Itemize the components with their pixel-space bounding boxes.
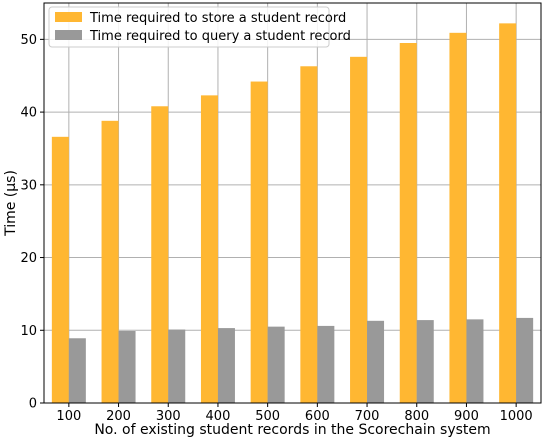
x-tick-label: 1000 xyxy=(500,409,533,424)
query-time-bar xyxy=(217,328,235,403)
query-time-bar xyxy=(317,325,335,403)
x-tick-label: 500 xyxy=(255,409,280,424)
store-time-bar xyxy=(101,120,119,404)
x-axis-label: No. of existing student records in the S… xyxy=(94,422,490,438)
plot-frame xyxy=(43,2,542,404)
query-time-bar xyxy=(118,331,136,403)
query-time-bar xyxy=(367,320,385,403)
legend-entry: Time required to store a student record xyxy=(89,11,346,26)
x-tick-label: 200 xyxy=(106,409,131,424)
x-tick-label: 800 xyxy=(404,409,429,424)
store-time-bar xyxy=(300,66,318,403)
store-time-bar xyxy=(499,23,517,403)
y-tick-label: 50 xyxy=(20,33,37,48)
legend-swatch xyxy=(55,12,82,22)
legend-swatch xyxy=(55,30,82,40)
store-time-bar xyxy=(250,81,268,403)
query-time-bar xyxy=(68,338,86,403)
store-time-bar xyxy=(350,56,368,404)
x-tick-label: 400 xyxy=(206,409,231,424)
y-tick-label: 30 xyxy=(20,178,37,193)
query-time-bar xyxy=(516,317,534,403)
y-tick-label: 20 xyxy=(20,251,37,266)
legend: Time required to store a student record T… xyxy=(48,6,351,48)
x-tick-label: 700 xyxy=(355,409,380,424)
store-time-bar xyxy=(449,32,467,404)
store-time-bar xyxy=(200,95,218,403)
y-tick-label: 10 xyxy=(20,324,37,339)
y-tick-label: 40 xyxy=(20,106,37,121)
legend-box xyxy=(48,6,330,48)
store-time-bar xyxy=(51,136,69,403)
query-time-bar xyxy=(168,329,186,403)
y-tick-label: 0 xyxy=(29,397,37,412)
y-axis-label: Time (µs) xyxy=(3,170,19,237)
y-axis-ticks: 0 10 20 30 40 50 xyxy=(20,33,44,412)
query-time-bar xyxy=(267,326,285,403)
x-tick-label: 900 xyxy=(454,409,479,424)
bars xyxy=(51,23,534,404)
x-tick-label: 600 xyxy=(305,409,330,424)
store-time-bar xyxy=(151,106,169,403)
query-time-bar xyxy=(466,319,484,403)
x-tick-label: 300 xyxy=(156,409,181,424)
store-time-bar xyxy=(399,43,417,403)
legend-entry: Time required to query a student record xyxy=(89,29,351,44)
x-tick-label: 100 xyxy=(56,409,81,424)
query-time-bar xyxy=(416,320,434,403)
x-axis-ticks: 100 200 300 400 500 600 700 800 900 1000 xyxy=(56,403,533,424)
